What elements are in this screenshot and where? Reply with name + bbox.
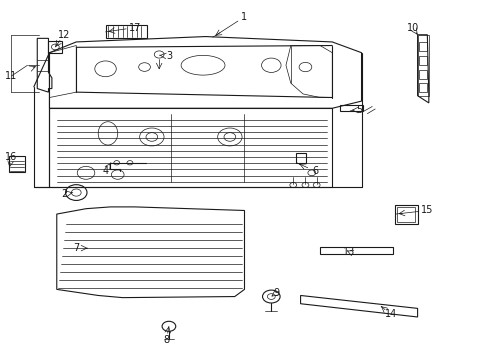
Bar	[418, 83, 426, 92]
Text: 3: 3	[165, 51, 172, 61]
Text: 8: 8	[163, 334, 169, 345]
Text: 9: 9	[273, 288, 279, 298]
Text: 10: 10	[406, 23, 418, 33]
Text: 11: 11	[5, 71, 18, 81]
Text: 12: 12	[58, 30, 70, 40]
Text: 16: 16	[5, 152, 18, 162]
Text: 5: 5	[355, 105, 362, 115]
Text: 1: 1	[241, 12, 247, 22]
Bar	[339, 105, 362, 111]
Text: 15: 15	[420, 206, 433, 216]
Text: 7: 7	[73, 243, 79, 253]
Bar	[417, 35, 428, 96]
Bar	[396, 207, 414, 222]
Bar	[48, 41, 62, 53]
Text: 13: 13	[343, 247, 355, 257]
Text: 17: 17	[128, 23, 141, 33]
Bar	[105, 25, 147, 39]
Text: 4: 4	[102, 166, 108, 176]
Bar	[295, 153, 306, 163]
Bar	[394, 205, 417, 224]
Text: 6: 6	[311, 166, 318, 176]
Bar	[418, 56, 426, 65]
Bar	[418, 42, 426, 51]
Text: 14: 14	[384, 310, 396, 319]
Bar	[9, 156, 25, 172]
Text: 2: 2	[61, 189, 67, 199]
Bar	[418, 69, 426, 78]
